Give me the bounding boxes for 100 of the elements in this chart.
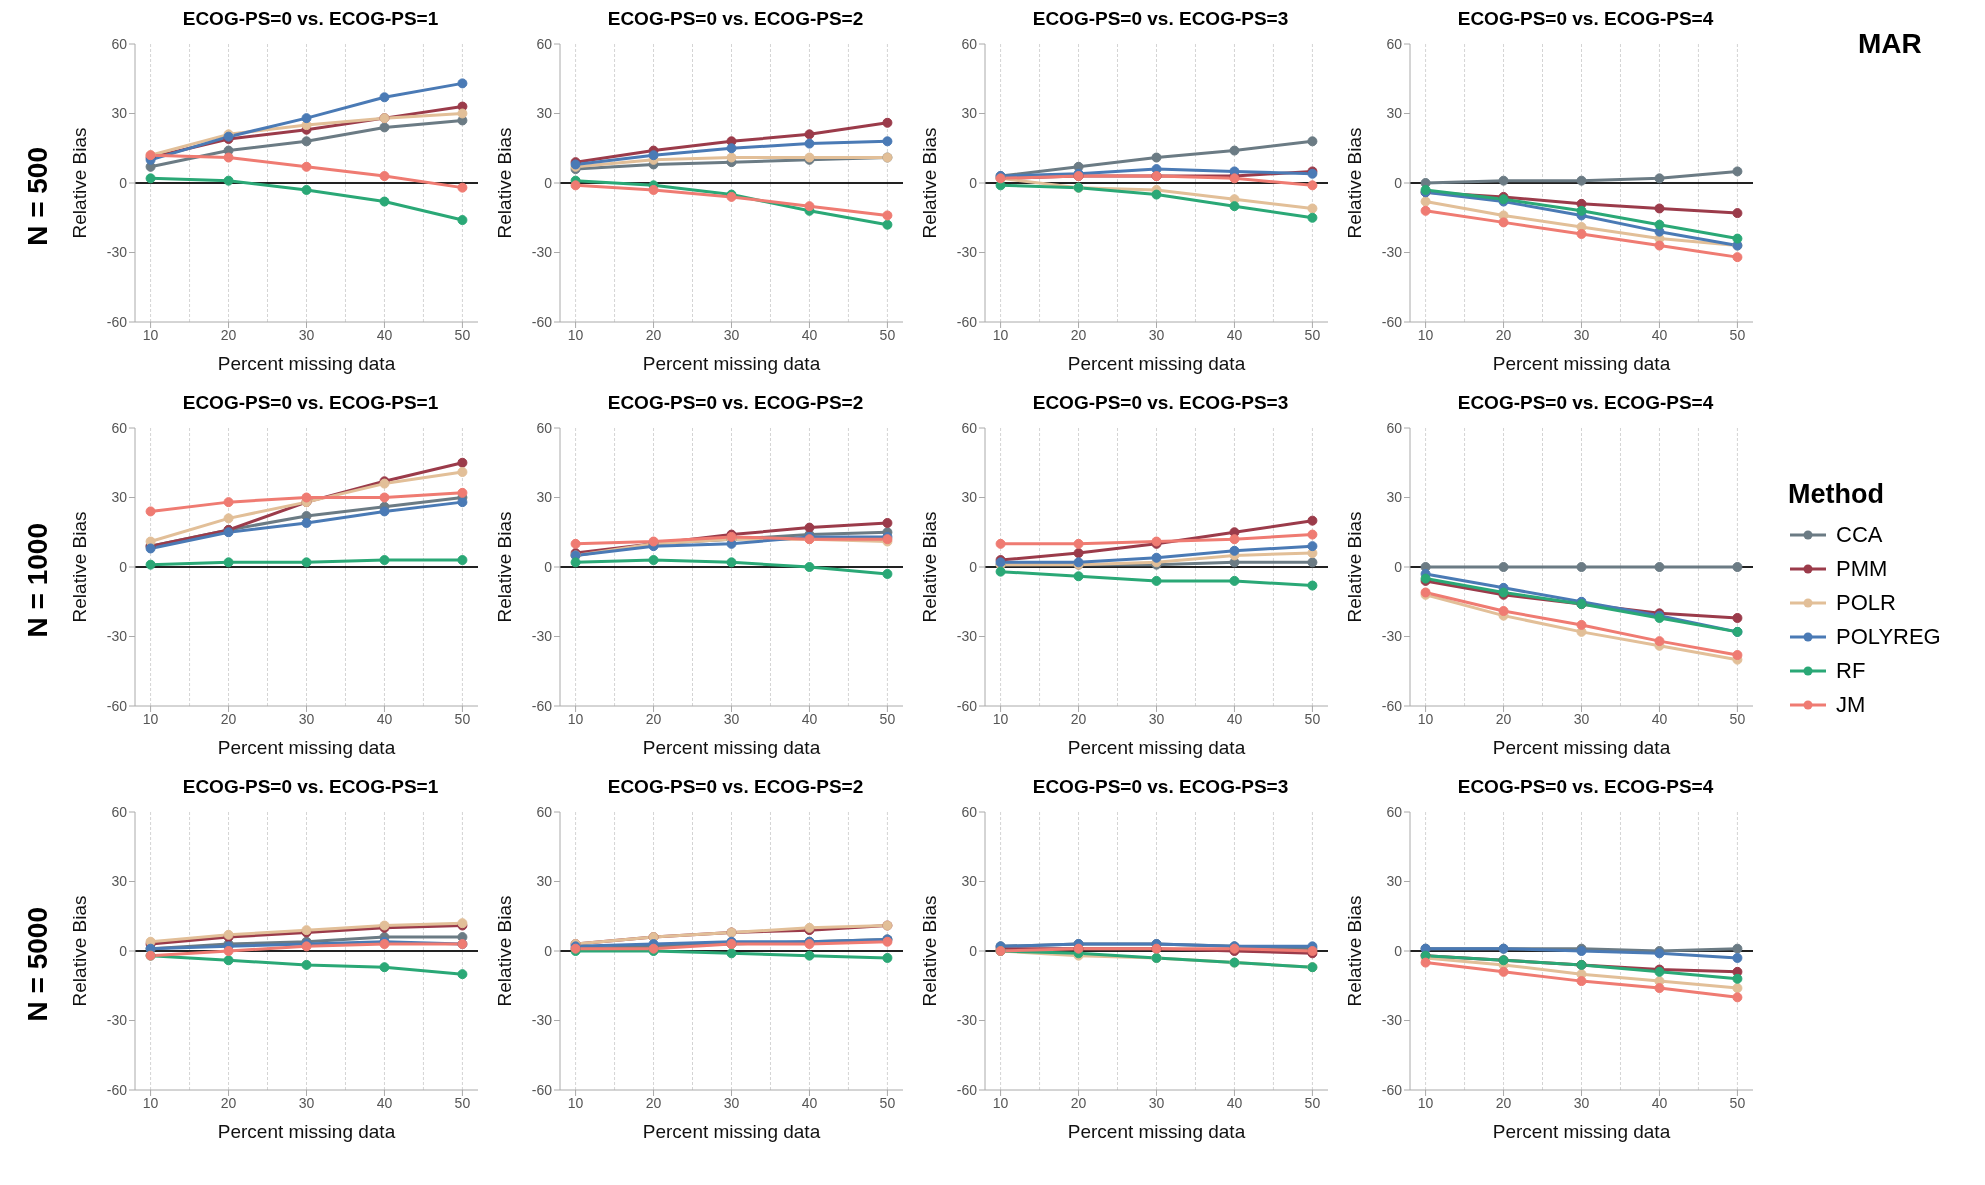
x-tick-label: 10 xyxy=(992,326,1009,343)
y-tick-label: -30 xyxy=(956,244,978,261)
x-tick-label: 50 xyxy=(1729,710,1746,727)
text: MAR xyxy=(1858,28,1923,60)
y-tick-label: 0 xyxy=(544,942,553,959)
y-tick-label: 0 xyxy=(119,942,128,959)
x-tick-label: 40 xyxy=(1226,710,1243,727)
x-tick-label: 10 xyxy=(1417,1094,1434,1111)
x-tick-label: 40 xyxy=(1651,1094,1668,1111)
y-tick-label: -60 xyxy=(106,313,128,330)
y-tick-label: 60 xyxy=(961,35,978,52)
x-tick-label: 40 xyxy=(1226,1094,1243,1111)
x-tick-label: 40 xyxy=(376,710,393,727)
y-tick-label: -60 xyxy=(1381,313,1403,330)
y-axis-title: Relative Bias xyxy=(918,127,940,239)
x-tick-label: 50 xyxy=(454,1094,471,1111)
y-tick-label: 0 xyxy=(969,942,978,959)
y-tick-label: -60 xyxy=(1381,697,1403,714)
y-tick-label: -30 xyxy=(106,628,128,645)
y-axis-title: Relative Bias xyxy=(918,511,940,623)
chart-title: ECOG-PS=0 vs. ECOG-PS=4 xyxy=(1456,776,1715,799)
y-tick-label: -30 xyxy=(106,1012,128,1029)
x-tick-label: 40 xyxy=(1226,326,1243,343)
x-axis-title: Percent missing data xyxy=(1067,1121,1246,1142)
y-axis-title: Relative Bias xyxy=(918,895,940,1007)
y-tick-label: -30 xyxy=(1381,628,1403,645)
y-tick-label: 0 xyxy=(544,558,553,575)
x-tick-label: 50 xyxy=(1304,1094,1321,1111)
y-axis-title: Relative Bias xyxy=(1343,127,1365,239)
x-tick-label: 10 xyxy=(567,326,584,343)
y-tick-label: 60 xyxy=(536,35,553,52)
legend-label: POLYREG xyxy=(1836,623,1941,650)
y-tick-label: 30 xyxy=(1386,105,1403,122)
y-tick-label: -30 xyxy=(956,628,978,645)
y-tick-label: -60 xyxy=(531,697,553,714)
y-tick-label: 0 xyxy=(969,558,978,575)
x-axis-title: Percent missing data xyxy=(1067,353,1246,374)
x-tick-label: 30 xyxy=(298,326,315,343)
chart-title: ECOG-PS=0 vs. ECOG-PS=1 xyxy=(181,776,440,799)
x-axis-title: Percent missing data xyxy=(217,353,396,374)
y-tick-label: -30 xyxy=(531,628,553,645)
chart-title: ECOG-PS=0 vs. ECOG-PS=4 xyxy=(1456,8,1715,31)
x-tick-label: 50 xyxy=(879,326,896,343)
y-tick-label: -60 xyxy=(106,1081,128,1098)
x-tick-label: 30 xyxy=(1573,326,1590,343)
x-tick-label: 10 xyxy=(1417,710,1434,727)
legend-label: JM xyxy=(1836,691,1866,718)
y-tick-label: 60 xyxy=(961,803,978,820)
x-tick-label: 30 xyxy=(723,710,740,727)
chart-title: ECOG-PS=0 vs. ECOG-PS=3 xyxy=(1031,8,1290,31)
x-tick-label: 20 xyxy=(1070,326,1087,343)
y-axis-title: Relative Bias xyxy=(68,895,90,1007)
x-tick-label: 30 xyxy=(298,1094,315,1111)
y-tick-label: 30 xyxy=(536,873,553,890)
x-tick-label: 20 xyxy=(220,326,237,343)
y-tick-label: 30 xyxy=(536,105,553,122)
y-tick-label: -30 xyxy=(1381,1012,1403,1029)
x-tick-label: 20 xyxy=(1070,1094,1087,1111)
x-tick-label: 40 xyxy=(1651,710,1668,727)
x-tick-label: 10 xyxy=(567,1094,584,1111)
legend-label: CCA xyxy=(1836,521,1883,548)
x-tick-label: 10 xyxy=(567,710,584,727)
x-tick-label: 10 xyxy=(142,710,159,727)
y-tick-label: 60 xyxy=(111,419,128,436)
y-axis-title: Relative Bias xyxy=(493,511,515,623)
y-tick-label: -30 xyxy=(531,244,553,261)
y-tick-label: 60 xyxy=(111,35,128,52)
y-tick-label: -30 xyxy=(531,1012,553,1029)
x-tick-label: 50 xyxy=(1304,326,1321,343)
y-axis-title: Relative Bias xyxy=(493,895,515,1007)
y-tick-label: 30 xyxy=(111,489,128,506)
x-tick-label: 20 xyxy=(645,710,662,727)
x-tick-label: 50 xyxy=(879,1094,896,1111)
y-tick-label: 60 xyxy=(1386,419,1403,436)
x-tick-label: 20 xyxy=(645,1094,662,1111)
y-tick-label: -60 xyxy=(956,1081,978,1098)
x-tick-label: 10 xyxy=(1417,326,1434,343)
x-tick-label: 10 xyxy=(142,1094,159,1111)
x-tick-label: 20 xyxy=(1495,326,1512,343)
x-axis-title: Percent missing data xyxy=(642,353,821,374)
x-tick-label: 40 xyxy=(376,1094,393,1111)
y-tick-label: 60 xyxy=(1386,803,1403,820)
y-tick-label: 60 xyxy=(536,419,553,436)
x-tick-label: 10 xyxy=(992,1094,1009,1111)
legend-label: POLR xyxy=(1836,589,1896,616)
chart-title: ECOG-PS=0 vs. ECOG-PS=1 xyxy=(181,8,440,31)
y-tick-label: -30 xyxy=(956,1012,978,1029)
chart-title: ECOG-PS=0 vs. ECOG-PS=1 xyxy=(181,392,440,415)
x-tick-label: 50 xyxy=(1304,710,1321,727)
y-tick-label: -60 xyxy=(1381,1081,1403,1098)
y-tick-label: 0 xyxy=(544,174,553,191)
legend-label: RF xyxy=(1836,657,1866,684)
y-tick-label: 0 xyxy=(1394,942,1403,959)
x-tick-label: 30 xyxy=(1573,1094,1590,1111)
chart-title: ECOG-PS=0 vs. ECOG-PS=2 xyxy=(606,776,865,799)
y-tick-label: -60 xyxy=(531,313,553,330)
text: N = 5000 xyxy=(22,906,54,1022)
y-tick-label: 30 xyxy=(961,489,978,506)
x-tick-label: 50 xyxy=(1729,326,1746,343)
y-axis-title: Relative Bias xyxy=(1343,511,1365,623)
